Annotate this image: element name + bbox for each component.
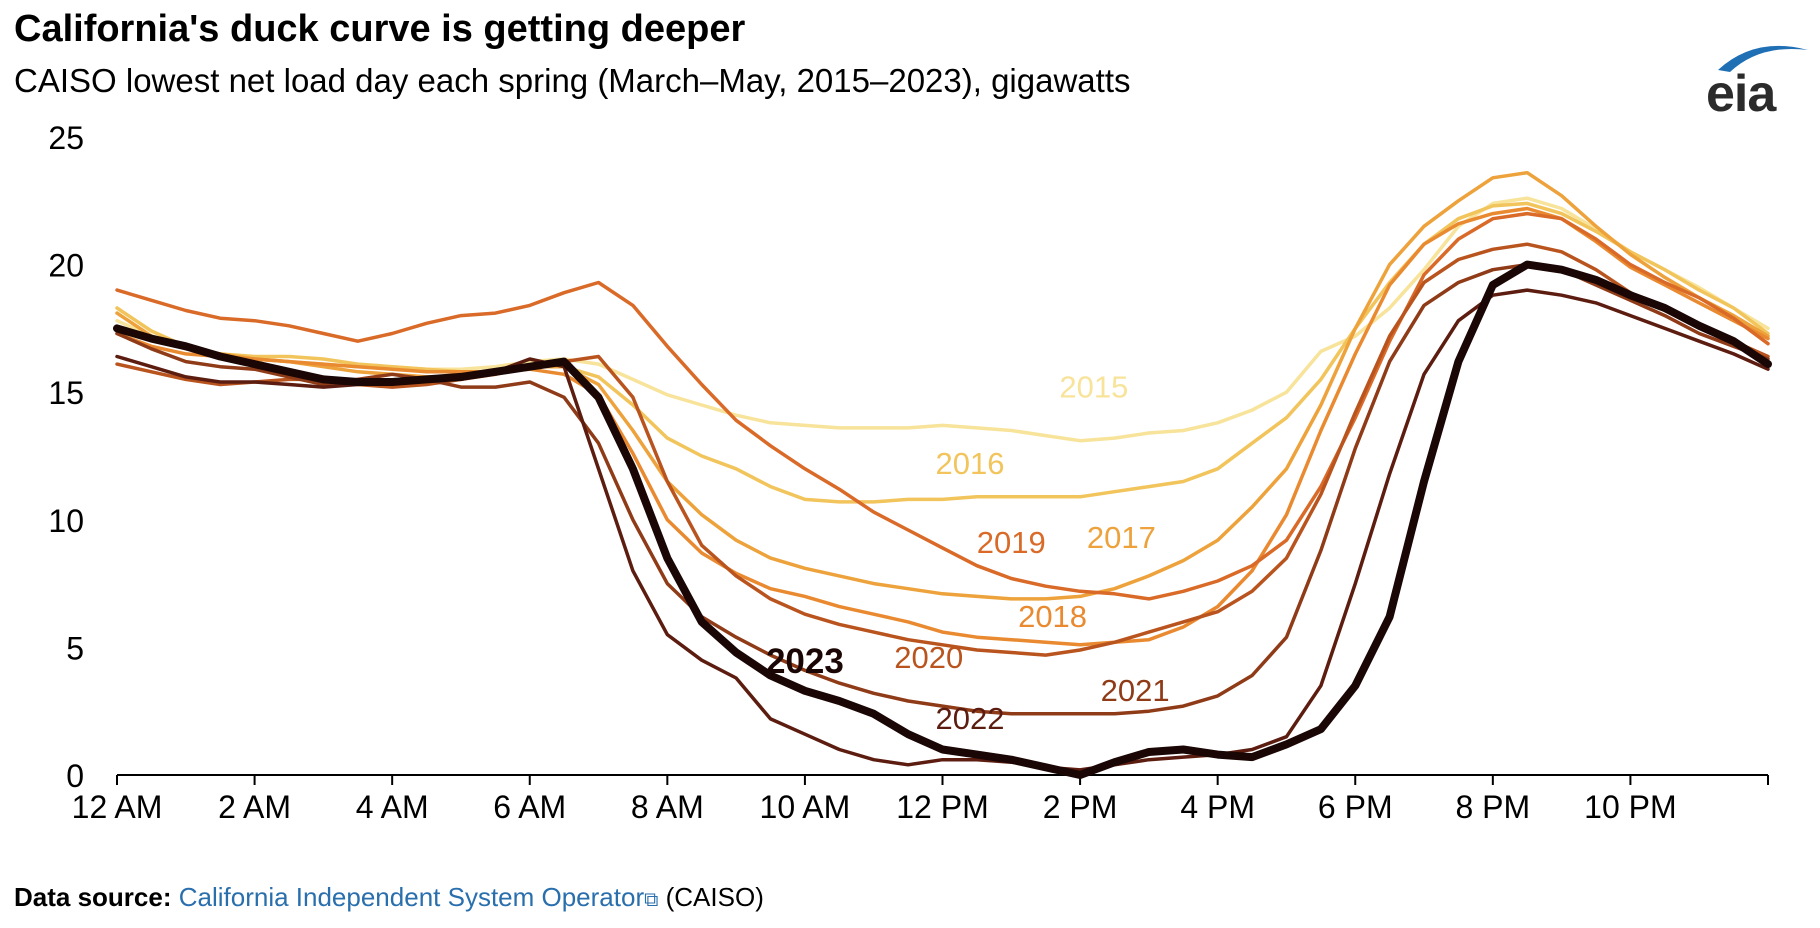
- y-tick-label: 0: [66, 758, 84, 794]
- series-label-2023: 2023: [766, 642, 844, 681]
- x-tick-label: 10 PM: [1584, 789, 1676, 825]
- series-line-2020: [115, 242, 1770, 657]
- series-label-2016: 2016: [936, 446, 1005, 481]
- x-tick-label: 4 PM: [1180, 789, 1255, 825]
- x-tick-label: 12 AM: [72, 789, 163, 825]
- series-line-2018: [115, 206, 1770, 647]
- x-tick-label: 8 PM: [1455, 789, 1530, 825]
- series-label-2015: 2015: [1059, 369, 1128, 404]
- x-tick-label: 6 AM: [493, 789, 566, 825]
- series-label-2021: 2021: [1101, 673, 1170, 708]
- eia-logo: eia: [1700, 40, 1810, 123]
- series-lines: [113, 170, 1772, 779]
- x-tick-label: 6 PM: [1318, 789, 1393, 825]
- logo-text: eia: [1706, 65, 1776, 123]
- series-label-2018: 2018: [1018, 599, 1087, 634]
- x-tick-label: 2 PM: [1043, 789, 1118, 825]
- external-link-icon[interactable]: ⧉: [644, 889, 659, 911]
- y-axis: 0 5 10 15 20 25: [48, 120, 84, 794]
- chart-subtitle: CAISO lowest net load day each spring (M…: [14, 62, 1131, 99]
- footer-label: Data source:: [14, 882, 172, 912]
- series-label-2020: 2020: [894, 640, 963, 675]
- series-line-2019: [115, 211, 1770, 601]
- y-tick-label: 5: [66, 630, 84, 666]
- chart-title: California's duck curve is getting deepe…: [14, 8, 746, 50]
- y-tick-label: 25: [48, 120, 84, 156]
- series-line-2023: [113, 260, 1772, 779]
- series-label-2019: 2019: [977, 525, 1046, 560]
- series-label-2017: 2017: [1087, 520, 1156, 555]
- x-tick-label: 12 PM: [896, 789, 988, 825]
- y-tick-label: 10: [48, 503, 84, 539]
- series-line-2022: [115, 288, 1770, 772]
- series-line-2015: [115, 196, 1770, 443]
- x-tick-label: 4 AM: [356, 789, 429, 825]
- logo-arc-icon: [1718, 45, 1808, 72]
- footer-suffix: (CAISO): [665, 882, 764, 912]
- x-axis: 12 AM 2 AM 4 AM 6 AM 8 AM 10 AM 12 PM 2 PM 4 PM 6…: [72, 774, 1769, 825]
- series-line-2021: [115, 262, 1770, 716]
- x-tick-label: 8 AM: [631, 789, 704, 825]
- series-label-2022: 2022: [936, 701, 1005, 736]
- x-tick-label: 10 AM: [760, 789, 851, 825]
- x-tick-label: 2 AM: [218, 789, 291, 825]
- series-labels: 2015 2016 2017 2019 2018 2020 2021 2022 2023: [766, 369, 1170, 736]
- series-line-2016: [115, 201, 1770, 504]
- y-tick-label: 15: [48, 375, 84, 411]
- source-link[interactable]: California Independent System Operator: [178, 882, 645, 912]
- y-tick-label: 20: [48, 248, 84, 284]
- data-source-footer: Data source: California Independent Syst…: [14, 882, 764, 913]
